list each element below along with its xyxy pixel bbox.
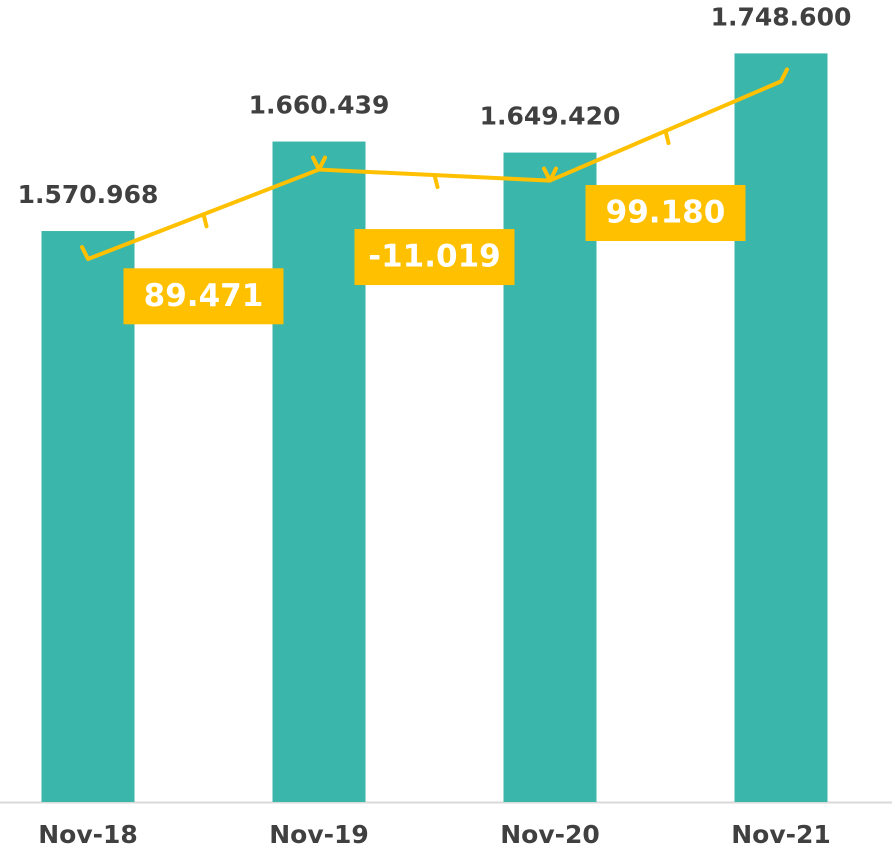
difference-label: 99.180: [606, 194, 726, 230]
difference-bracket: [80, 155, 327, 262]
difference-bracket: [311, 155, 558, 190]
value-label: 1.660.439: [249, 91, 390, 120]
difference-label: -11.019: [368, 239, 501, 275]
value-label: 1.748.600: [711, 2, 852, 31]
x-tick-label: Nov-20: [500, 820, 600, 849]
value-label: 1.649.420: [480, 102, 621, 131]
difference-box: [585, 184, 746, 241]
x-tick-label: Nov-18: [38, 820, 138, 849]
difference-bracket: [542, 67, 789, 183]
bar: [734, 53, 828, 802]
bar: [272, 141, 366, 802]
bar: [41, 231, 135, 803]
difference-box: [123, 268, 284, 325]
x-tick-label: Nov-21: [731, 820, 831, 849]
difference-box: [354, 229, 515, 286]
value-label: 1.570.968: [18, 180, 159, 209]
bar: [503, 152, 597, 802]
difference-label: 89.471: [144, 278, 264, 314]
x-tick-label: Nov-19: [269, 820, 369, 849]
